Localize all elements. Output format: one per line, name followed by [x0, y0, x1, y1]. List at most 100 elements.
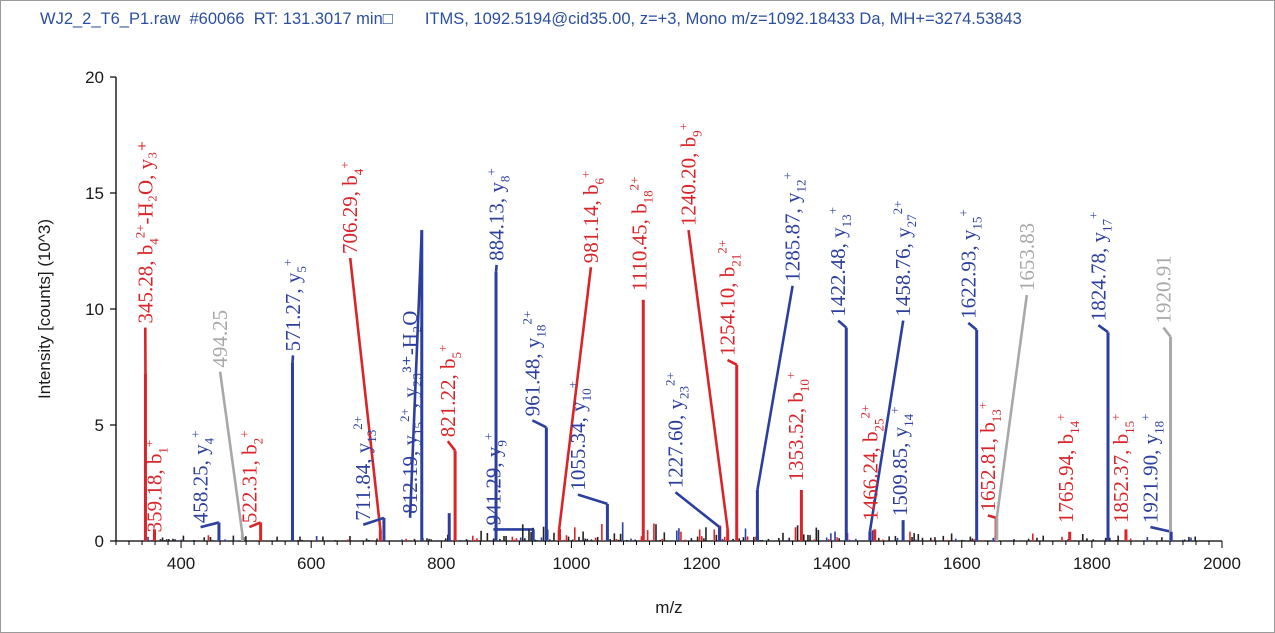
peak-label-main: 1227.60, y: [664, 399, 688, 489]
y-tick-label: 10: [85, 300, 104, 319]
peak-label-charge: +: [1085, 212, 1100, 219]
peak-label-ion: 9: [690, 130, 705, 137]
peak-leader-line: [248, 521, 262, 529]
y-tick-label: 5: [95, 416, 104, 435]
peak-label-ion: 2: [250, 438, 265, 445]
peak-label-main: 706.29, b: [338, 175, 362, 254]
peak-label-charge: +: [565, 381, 580, 388]
peak-label-charge: +: [337, 161, 352, 168]
peak-label-main: 1055.34, y: [566, 401, 590, 491]
peak-label-main: 884.13, y: [485, 182, 509, 261]
peak-label: 1920.91: [1151, 255, 1175, 323]
peak-label: 981.14, b6+: [578, 171, 607, 264]
peak-label-charge: 2+: [715, 240, 730, 254]
peak-label: 1653.83: [1015, 223, 1039, 291]
peak-label: 884.13, y8+: [484, 168, 513, 261]
x-tick-label: 400: [167, 554, 195, 573]
peak-label-charge: +: [1137, 413, 1152, 420]
retention-time: RT: 131.3017 min□: [253, 10, 393, 28]
peak-label-main: 1240.20, b: [677, 137, 701, 226]
peak-label-ion: 4: [202, 437, 217, 444]
peak-label-main: 1458.76, y: [891, 227, 915, 317]
peak-label-main: 1254.10, b: [716, 267, 740, 356]
peak-label-main: 812.19, y: [398, 435, 422, 514]
x-tick-label: 2000: [1203, 554, 1241, 573]
peak-label-charge: +: [188, 430, 203, 437]
peak-label-charge: +: [1108, 413, 1123, 420]
peak-label-ion: 14: [901, 413, 916, 427]
peak-label-charge: +: [484, 168, 499, 175]
peak-label: 359.18, b1+: [141, 440, 170, 533]
peak-leader-line: [837, 319, 848, 329]
peak-label-charge: +: [435, 345, 450, 352]
peak-leader-line: [1162, 326, 1172, 338]
peak-label-charge: 2+: [627, 177, 642, 191]
peak-label-ion: 8: [498, 176, 513, 183]
peak-label-main: 345.28, b: [133, 245, 157, 324]
peak-leader-line: [1150, 525, 1172, 533]
peak-label-ion: 13: [839, 214, 854, 227]
peak-label: 961.48, y182+: [519, 311, 548, 417]
peak-label-main: 494.25: [208, 310, 232, 368]
peak-label-main: 1509.85, y: [888, 426, 912, 516]
peak-label: 1285.87, y12+: [780, 172, 809, 282]
x-axis-label: m/z: [655, 598, 682, 617]
peak-leader-line: [494, 264, 498, 272]
peak-label-charge: +: [676, 123, 691, 130]
peak-label-main: 1422.48, y: [826, 227, 850, 317]
peak-label-main: 821.22, b: [436, 358, 460, 437]
peak-leader-line: [408, 230, 424, 518]
peak-leader-line: [967, 321, 978, 331]
raw-file-name: WJ2_2_T6_P1.raw: [40, 10, 181, 28]
peak-label: 812.19, y152+, y₂₃³⁺-H₂O: [397, 311, 426, 514]
peak-label: 941.29, y9+: [480, 433, 509, 526]
label-leader-lines: [143, 229, 1172, 537]
peak-label-main: 1920.91: [1151, 255, 1175, 323]
peak-label: 458.25, y4+: [188, 430, 217, 523]
peak-label-main: 941.29, y: [481, 446, 505, 525]
peak-label-charge: +: [578, 171, 593, 178]
peak-label-main: 1824.78, y: [1086, 231, 1110, 321]
peak-label-main: 1110.45, b: [628, 203, 652, 291]
peak-label-ion: 21: [729, 254, 744, 267]
peak-label-ion: 5: [449, 352, 464, 359]
peak-label-main: 961.48, y: [520, 337, 544, 416]
peak-label-charge: +: [141, 440, 156, 447]
scan-header: WJ2_2_T6_P1.raw #60066 RT: 131.3017 min□…: [40, 10, 1270, 36]
peak-label: 1824.78, y17+: [1085, 212, 1114, 322]
peak-leader-line: [756, 285, 794, 491]
x-tick-label: 600: [297, 554, 325, 573]
peak-label: 1509.85, y14+: [887, 407, 916, 517]
peak-label: 522.31, b2+: [236, 430, 265, 523]
peak-label-ion: 25: [872, 419, 887, 432]
peak-label: 1353.52, b10+: [783, 372, 812, 482]
peak-label-main: 571.27, y: [281, 272, 305, 351]
peak-label: 1055.34, y10+: [565, 381, 594, 491]
peak-label-ion: 6: [592, 177, 607, 184]
peak-label: 571.27, y5+: [280, 259, 309, 352]
peak-label-main: 1653.83: [1015, 223, 1039, 291]
peak-leader-line: [726, 358, 738, 366]
peak-label-charge: +: [975, 402, 990, 409]
peak-label: 1852.37, b15+: [1108, 413, 1137, 523]
peak-label: 1227.60, y232+: [663, 372, 692, 488]
peak-label-charge: 2+: [397, 408, 412, 422]
peak-label: 345.28, b42+-H₂O, y₃⁺: [132, 140, 161, 323]
peak-leader-line: [218, 371, 244, 535]
peak-label-ion: 27: [904, 214, 919, 228]
peak-label: 1765.94, b14+: [1053, 413, 1082, 523]
peak-label-main: 1353.52, b: [784, 392, 808, 481]
peak-label-ion: 9: [494, 440, 509, 447]
peak-label-ion: 18: [641, 190, 656, 203]
peak-label-ion: 10: [579, 388, 594, 401]
peak-label-tail: , y₂₃³⁺-H₂O: [398, 311, 422, 409]
peak-label-charge: +: [825, 207, 840, 214]
peak-label-charge: 2+: [858, 405, 873, 419]
peak-label-charge: +: [783, 372, 798, 379]
peak-labels: 345.28, b42+-H₂O, y₃⁺ 359.18, b1+ 458.25, …: [132, 123, 1175, 532]
peak-leader-line: [577, 493, 608, 506]
peak-leader-line: [995, 294, 1029, 518]
peak-label: 1622.93, y15+: [955, 209, 984, 319]
scan-number: #60066: [189, 10, 245, 28]
